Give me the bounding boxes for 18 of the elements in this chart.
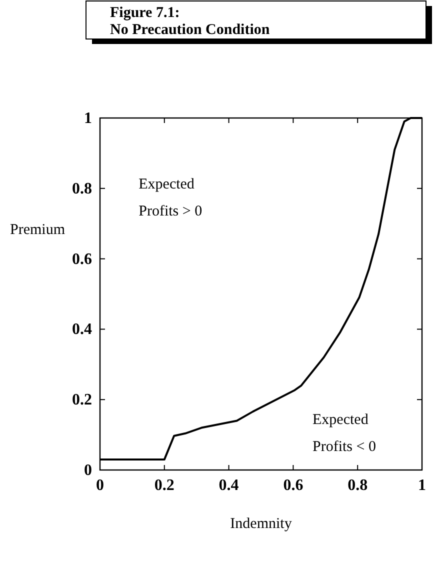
annotation: Expected Profits < 0 xyxy=(312,412,376,456)
x-tick-label: 0.6 xyxy=(283,477,304,494)
y-tick-label: 0.8 xyxy=(72,180,92,198)
chart-subtitle: No Precaution Condition xyxy=(110,22,270,38)
y-tick-label: 0.2 xyxy=(72,392,92,409)
annotation: Expected Profits > 0 xyxy=(138,176,202,220)
chart-title: Figure 7.1: xyxy=(110,5,180,21)
y-tick-label: 0.6 xyxy=(72,250,92,268)
x-tick-label: 1 xyxy=(418,477,426,494)
y-tick-label: 1 xyxy=(84,110,92,127)
x-tick-label: 0 xyxy=(96,477,104,494)
x-tick-label: 0.4 xyxy=(218,477,239,494)
y-tick-label: 0.4 xyxy=(72,321,92,338)
x-tick-label: 0.8 xyxy=(348,477,368,494)
x-tick-label: 0.2 xyxy=(154,477,174,494)
y-tick-label: 0 xyxy=(84,462,92,479)
y-axis-title: Premium xyxy=(10,222,66,238)
x-axis-title: Indemnity xyxy=(230,516,292,532)
